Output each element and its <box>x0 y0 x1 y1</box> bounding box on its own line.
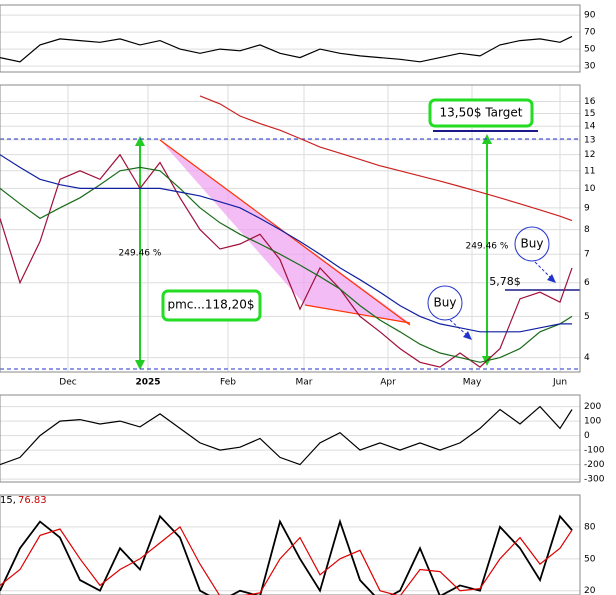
y-tick-label: 6 <box>584 278 590 288</box>
panel-frame <box>0 494 581 595</box>
x-tick-label: Feb <box>220 378 236 388</box>
y-tick-label: 5 <box>584 312 590 322</box>
y-tick-label: 16 <box>584 97 596 107</box>
annotation: 249.46 % <box>466 242 509 252</box>
arrow-head <box>135 360 145 370</box>
y-tick-label: 14 <box>584 122 596 132</box>
arrow-head <box>547 274 556 283</box>
y-tick-label: 80 <box>584 522 596 532</box>
y-tick-label: 9 <box>584 203 590 213</box>
annotation: 13,50$ Target <box>440 106 523 120</box>
buy-circle <box>427 285 463 321</box>
x-tick-label: May <box>463 378 482 388</box>
annotation: 5,78$ <box>489 275 521 288</box>
y-tick-label: 70 <box>584 28 596 38</box>
callout-box <box>428 98 534 128</box>
y-tick-label: 10 <box>584 184 596 194</box>
panel-frame <box>0 84 581 373</box>
arrow <box>534 261 553 280</box>
panel-frame <box>0 394 581 483</box>
callout-box <box>161 289 262 322</box>
y-tick-label: 7 <box>584 250 590 260</box>
series-line <box>0 154 572 333</box>
y-tick-label: 20 <box>584 586 596 595</box>
annotation: 76.83 <box>18 495 47 506</box>
y-tick-label: -200 <box>584 460 605 470</box>
arrow-head <box>463 331 472 340</box>
y-tick-label: 0 <box>584 431 590 441</box>
y-tick-label: 100 <box>584 417 601 427</box>
y-tick-label: 4 <box>584 353 590 363</box>
y-tick-label: 90 <box>584 11 596 21</box>
y-tick-label: -300 <box>584 475 605 485</box>
y-tick-label: 8 <box>584 225 590 235</box>
series-line <box>0 405 573 466</box>
annotation: 249.46 % <box>119 249 162 259</box>
series-line <box>0 525 573 595</box>
series-line <box>0 166 573 363</box>
y-tick-label: 200 <box>584 402 601 412</box>
annotation: 15, <box>0 495 16 506</box>
series-line <box>0 35 573 63</box>
series-line <box>0 153 573 368</box>
y-tick-label: 13 <box>584 135 595 145</box>
y-tick-label: -100 <box>584 446 605 456</box>
x-tick-label: Jun <box>552 378 567 388</box>
x-tick-label: Mar <box>296 378 313 388</box>
series-line <box>199 95 573 222</box>
series-line <box>0 514 573 595</box>
annotation: Buy <box>521 237 544 251</box>
arrow-head <box>135 136 145 146</box>
buy-circle <box>514 226 550 262</box>
annotation: pmc...118,20$ <box>168 298 255 312</box>
annotation: Buy <box>434 296 457 310</box>
y-tick-label: 12 <box>584 150 595 160</box>
trend-line <box>304 304 411 324</box>
y-tick-label: 30 <box>584 62 596 72</box>
y-tick-label: 15 <box>584 109 595 119</box>
panel-frame <box>0 4 581 73</box>
x-tick-label: 2025 <box>135 378 160 388</box>
x-tick-label: Apr <box>380 378 396 388</box>
x-tick-label: Dec <box>59 378 76 388</box>
y-tick-label: 50 <box>584 554 596 564</box>
y-tick-label: 50 <box>584 45 596 55</box>
y-tick-label: 11 <box>584 166 595 176</box>
